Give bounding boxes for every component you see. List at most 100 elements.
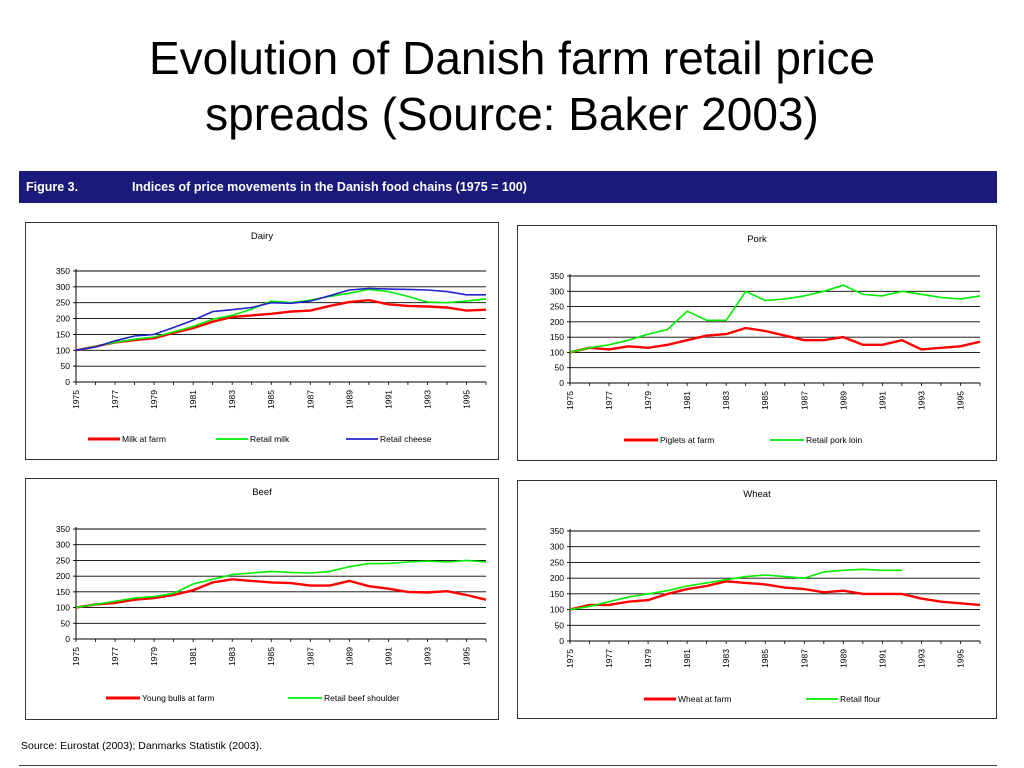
pork-ytick-label: 0: [559, 378, 564, 388]
dairy-ytick-label: 0: [65, 377, 70, 387]
pork-xtick-label: 1981: [682, 391, 692, 410]
wheat-chart: Wheat 0 50 100 150 200 250 300 350 1975 1977 1979 19…: [550, 489, 981, 704]
beef-xtick-label: 1993: [422, 647, 432, 666]
beef-xtick-label: 1981: [188, 647, 198, 666]
dairy-legend-label-milk-at-farm: Milk at farm: [122, 434, 166, 444]
beef-xtick-label: 1977: [110, 647, 120, 666]
dairy-ytick-label: 300: [56, 282, 70, 292]
pork-xtick-label: 1985: [760, 391, 770, 410]
wheat-xtick-label: 1993: [916, 649, 926, 668]
dairy-xtick-label: 1989: [344, 390, 354, 409]
beef-ytick-label: 100: [56, 603, 70, 613]
beef-series-retail-beef-shoulder-line: [75, 559, 487, 609]
pork-xtick-label: 1975: [565, 391, 575, 410]
pork-legend-label-retail-pork-loin: Retail pork loin: [806, 435, 862, 445]
wheat-xtick-label: 1985: [760, 649, 770, 668]
pork-series-retail-pork-loin-line: [569, 284, 981, 354]
dairy-ytick-label: 150: [56, 329, 70, 339]
pork-xtick-label: 1979: [643, 391, 653, 410]
beef-ytick-label: 250: [56, 555, 70, 565]
beef-ytick-label: 50: [61, 618, 71, 628]
wheat-ytick-label: 250: [550, 557, 564, 567]
dairy-xtick-label: 1993: [422, 390, 432, 409]
beef-ytick-label: 0: [65, 634, 70, 644]
beef-title: Beef: [252, 487, 272, 498]
beef-ytick-label: 150: [56, 587, 70, 597]
beef-xtick-label: 1979: [149, 647, 159, 666]
dairy-series-milk-at-farm-line: [75, 299, 487, 352]
beef-xtick-label: 1985: [266, 647, 276, 666]
pork-xtick-label: 1987: [799, 391, 809, 410]
pork-ytick-label: 300: [550, 286, 564, 296]
dairy-xtick-label: 1985: [266, 390, 276, 409]
beef-xtick-label: 1987: [305, 647, 315, 666]
wheat-ytick-label: 100: [550, 605, 564, 615]
wheat-xtick-label: 1979: [643, 649, 653, 668]
chart-panel-dairy: Dairy 0 50 100 150 200 250 300 350 1975 1977 1979 19…: [25, 222, 499, 460]
pork-ytick-label: 50: [555, 363, 565, 373]
beef-series-young-bulls-at-farm-line: [75, 578, 487, 609]
pork-xtick-label: 1977: [604, 391, 614, 410]
dairy-series-retail-milk-line: [75, 288, 487, 352]
beef-xtick-label: 1995: [461, 647, 471, 666]
figure-number: Figure 3.: [26, 180, 79, 194]
dairy-xtick-label: 1981: [188, 390, 198, 409]
pork-xtick-label: 1989: [838, 391, 848, 410]
wheat-series-wheat-at-farm-line: [569, 580, 981, 611]
dairy-xtick-label: 1991: [383, 390, 393, 409]
figure-caption: Indices of price movements in the Danish…: [132, 180, 527, 194]
bottom-divider: [19, 765, 997, 766]
wheat-legend-label-wheat-at-farm: Wheat at farm: [678, 694, 731, 704]
pork-ytick-label: 200: [550, 317, 564, 327]
pork-title: Pork: [747, 234, 767, 245]
slide-title-line-2: spreads (Source: Baker 2003): [205, 88, 819, 140]
beef-ytick-label: 200: [56, 571, 70, 581]
pork-xtick-label: 1983: [721, 391, 731, 410]
dairy-ytick-label: 350: [56, 266, 70, 276]
source-note: Source: Eurostat (2003); Danmarks Statis…: [21, 740, 263, 752]
beef-xtick-label: 1983: [227, 647, 237, 666]
figure-banner: Figure 3. Indices of price movements in …: [19, 171, 997, 203]
wheat-xtick-label: 1983: [721, 649, 731, 668]
wheat-ytick-label: 200: [550, 573, 564, 583]
pork-xtick-label: 1995: [955, 391, 965, 410]
wheat-title: Wheat: [743, 489, 771, 500]
beef-xtick-label: 1975: [71, 647, 81, 666]
beef-legend-label-young-bulls-at-farm: Young bulls at farm: [142, 693, 214, 703]
wheat-ytick-label: 0: [559, 636, 564, 646]
pork-ytick-label: 150: [550, 332, 564, 342]
dairy-xtick-label: 1987: [305, 390, 315, 409]
pork-ytick-label: 250: [550, 302, 564, 312]
wheat-ytick-label: 350: [550, 526, 564, 536]
dairy-series-retail-cheese-line: [75, 287, 486, 352]
dairy-xtick-label: 1995: [461, 390, 471, 409]
wheat-xtick-label: 1987: [799, 649, 809, 668]
wheat-xtick-label: 1991: [877, 649, 887, 668]
dairy-xtick-label: 1977: [110, 390, 120, 409]
beef-xtick-label: 1991: [383, 647, 393, 666]
wheat-legend-label-retail-flour: Retail flour: [840, 694, 881, 704]
wheat-xtick-label: 1977: [604, 649, 614, 668]
dairy-legend-label-retail-cheese: Retail cheese: [380, 434, 432, 444]
dairy-ytick-label: 200: [56, 314, 70, 324]
chart-panel-wheat: Wheat 0 50 100 150 200 250 300 350 1975 1977 1979 19…: [517, 480, 997, 719]
dairy-xtick-label: 1979: [149, 390, 159, 409]
dairy-xtick-label: 1975: [71, 390, 81, 409]
pork-legend-label-piglets-at-farm: Piglets at farm: [660, 435, 714, 445]
dairy-ytick-label: 50: [61, 361, 71, 371]
beef-chart: Beef 0 50 100 150 200 250 300 350 1975 1977 1979 198…: [56, 487, 487, 703]
wheat-ytick-label: 50: [555, 620, 565, 630]
slide-title-line-1: Evolution of Danish farm retail price: [148, 32, 876, 84]
dairy-title: Dairy: [251, 231, 273, 242]
dairy-xtick-label: 1983: [227, 390, 237, 409]
slide-title: Evolution of Danish farm retail price sp…: [0, 30, 1024, 142]
chart-panel-beef: Beef 0 50 100 150 200 250 300 350 1975 1977 1979 198…: [25, 478, 499, 720]
beef-xtick-label: 1989: [344, 647, 354, 666]
dairy-ytick-label: 100: [56, 345, 70, 355]
wheat-xtick-label: 1995: [955, 649, 965, 668]
wheat-xtick-label: 1981: [682, 649, 692, 668]
chart-panel-pork: Pork 0 50 100 150 200 250 300 350 1975 1977 1979 198…: [517, 225, 997, 461]
dairy-ytick-label: 250: [56, 298, 70, 308]
pork-chart: Pork 0 50 100 150 200 250 300 350 1975 1977 1979 198…: [550, 234, 981, 445]
wheat-series-retail-flour-line: [569, 568, 902, 611]
